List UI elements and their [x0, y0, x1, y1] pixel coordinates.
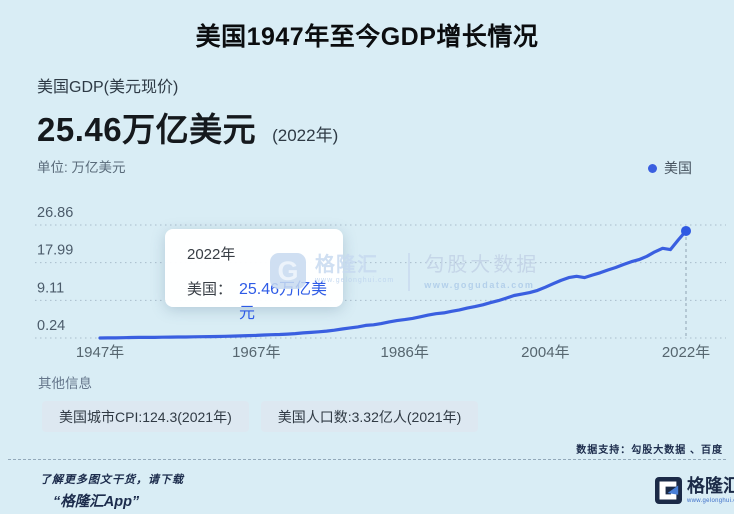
promo-text: 了解更多图文干货，请下载: [40, 474, 184, 486]
y-axis-tick: 0.24: [37, 318, 65, 334]
x-axis-tick: 1947年: [76, 344, 124, 361]
tooltip-value: 25.46万亿美元: [239, 281, 328, 322]
footer-divider: [8, 459, 726, 460]
brand-name: 格隆汇: [687, 476, 734, 496]
y-axis-tick: 9.11: [37, 280, 64, 296]
y-axis-tick: 17.99: [37, 243, 73, 259]
x-axis-tick: 2004年: [521, 344, 569, 361]
promo-app-name: “格隆汇App”: [53, 494, 140, 510]
badge-population: 美国人口数:3.32亿人(2021年): [260, 401, 479, 432]
legend-item-usa[interactable]: 美国: [648, 158, 692, 178]
legend-dot-icon: [648, 163, 657, 173]
tooltip-year: 2022年: [187, 246, 236, 263]
chart-tooltip: 2022年 美国： 25.46万亿美元: [165, 229, 343, 322]
data-support-note: 数据支持：勾股大数据 、百度: [576, 445, 723, 456]
chart-series-label: 美国GDP(美元现价): [37, 79, 179, 96]
footer-promo: 了解更多图文干货，请下载 “格隆汇App”: [40, 471, 184, 511]
x-axis-tick: 1986年: [381, 344, 429, 361]
gdp-line-chart[interactable]: 26.86 17.99 9.11 0.24 1947年 1967年 1986年 2004年 20…: [0, 195, 734, 370]
tooltip-series-name: 美国：: [187, 281, 233, 298]
headline-value: 25.46万亿美元: [37, 111, 257, 148]
other-info-heading: 其他信息: [38, 376, 92, 391]
x-axis-tick: 1967年: [232, 344, 280, 361]
brand-url: www.gelonghui.com: [687, 497, 734, 504]
x-axis-tick: 2022年: [662, 344, 710, 361]
other-info-badges: 美国城市CPI:124.3(2021年) 美国人口数:3.32亿人(2021年): [42, 401, 479, 432]
headline-value-year: (2022年): [272, 126, 339, 145]
gdp-line-series[interactable]: [98, 229, 688, 340]
gelonghui-logo-icon: [655, 477, 682, 504]
g-arrow-glyph: [659, 481, 679, 500]
page-title: 美国1947年至今GDP增长情况: [195, 23, 539, 51]
badge-cpi: 美国城市CPI:124.3(2021年): [42, 401, 249, 432]
endpoint-dot: [681, 225, 691, 236]
headline-value-row: 25.46万亿美元 (2022年): [37, 103, 338, 151]
unit-label: 单位: 万亿美元: [37, 160, 126, 175]
legend-label: 美国: [664, 160, 692, 176]
y-axis-tick: 26.86: [37, 205, 73, 221]
brand-footer: 格隆汇 www.gelonghui.com: [655, 476, 734, 504]
